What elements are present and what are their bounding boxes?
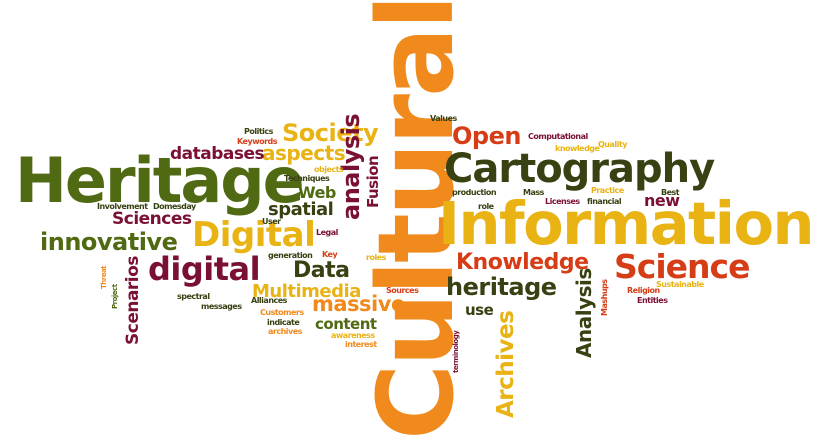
word-domesday: Domesday — [153, 202, 196, 211]
word-information: Information — [438, 189, 815, 258]
word-knowledge-small: knowledge — [555, 144, 600, 153]
word-archives-vertical: Archives — [493, 310, 519, 418]
word-multimedia: Multimedia — [252, 281, 361, 302]
word-threat: Threat — [100, 265, 108, 289]
word-project: Project — [111, 284, 119, 309]
word-innovative: innovative — [40, 228, 178, 256]
word-politics: Politics — [244, 127, 273, 136]
word-fusion: Fusion — [364, 155, 382, 208]
word-indicate: indicate — [267, 318, 300, 327]
word-generation: generation — [268, 251, 313, 260]
word-computational: Computational — [528, 132, 588, 141]
word-terminology: terminology — [452, 330, 460, 373]
word-awareness: awareness — [331, 331, 375, 340]
word-digital-upper: Digital — [192, 215, 316, 255]
word-society: Society — [282, 119, 379, 147]
word-financial: financial — [587, 197, 622, 206]
word-customers: Customers — [260, 308, 304, 317]
word-user: User — [262, 217, 281, 226]
word-licenses: Licenses — [545, 197, 580, 206]
word-mass: Mass — [523, 188, 544, 197]
word-cartography: Cartography — [444, 146, 715, 192]
word-production: production — [452, 188, 497, 197]
word-massive: massive — [312, 292, 405, 316]
word-sciences: Sciences — [112, 209, 192, 229]
word-archives-small: archives — [268, 327, 302, 336]
word-scenarios: Scenarios — [123, 256, 143, 345]
word-science: Science — [614, 247, 750, 286]
word-alliances: Alliances — [251, 296, 287, 305]
word-digital-lower: digital — [148, 250, 261, 288]
word-quality: Quality — [598, 140, 627, 149]
word-objects: objects — [314, 165, 344, 174]
word-new: new — [644, 191, 680, 210]
word-roles: roles — [366, 253, 386, 262]
word-best: Best — [661, 188, 680, 197]
word-sustainable: Sustainable — [656, 280, 704, 289]
word-spatial: spatial — [268, 199, 334, 220]
word-key: Key — [322, 250, 338, 259]
word-practice: Practice — [591, 186, 624, 195]
word-mashups: Mashups — [600, 279, 609, 317]
word-interest: interest — [345, 340, 377, 349]
word-web: Web — [298, 183, 336, 202]
word-role: role — [478, 202, 494, 211]
word-data: Data — [293, 258, 350, 283]
word-keywords: Keywords — [237, 137, 278, 146]
word-spectral: spectral — [177, 292, 210, 301]
word-content: content — [315, 315, 377, 333]
word-legal: Legal — [316, 228, 338, 237]
word-religion: Religion — [627, 286, 660, 295]
word-heritage: Heritage — [15, 144, 305, 217]
word-open: Open — [452, 122, 521, 150]
word-values: Values — [430, 114, 457, 123]
word-involvement: Involvement — [97, 202, 148, 211]
word-heritage-lower: heritage — [446, 273, 557, 301]
word-aspects: aspects — [262, 141, 346, 165]
word-databases: databases — [170, 144, 265, 164]
word-entities: Entities — [637, 296, 668, 305]
word-techniques: Techniques — [284, 174, 330, 183]
word-use: use — [465, 301, 494, 319]
word-sources: Sources — [386, 286, 419, 295]
word-analysis-right: Analysis — [572, 268, 596, 358]
word-knowledge: Knowledge — [456, 250, 589, 275]
word-messages: messages — [201, 302, 242, 311]
